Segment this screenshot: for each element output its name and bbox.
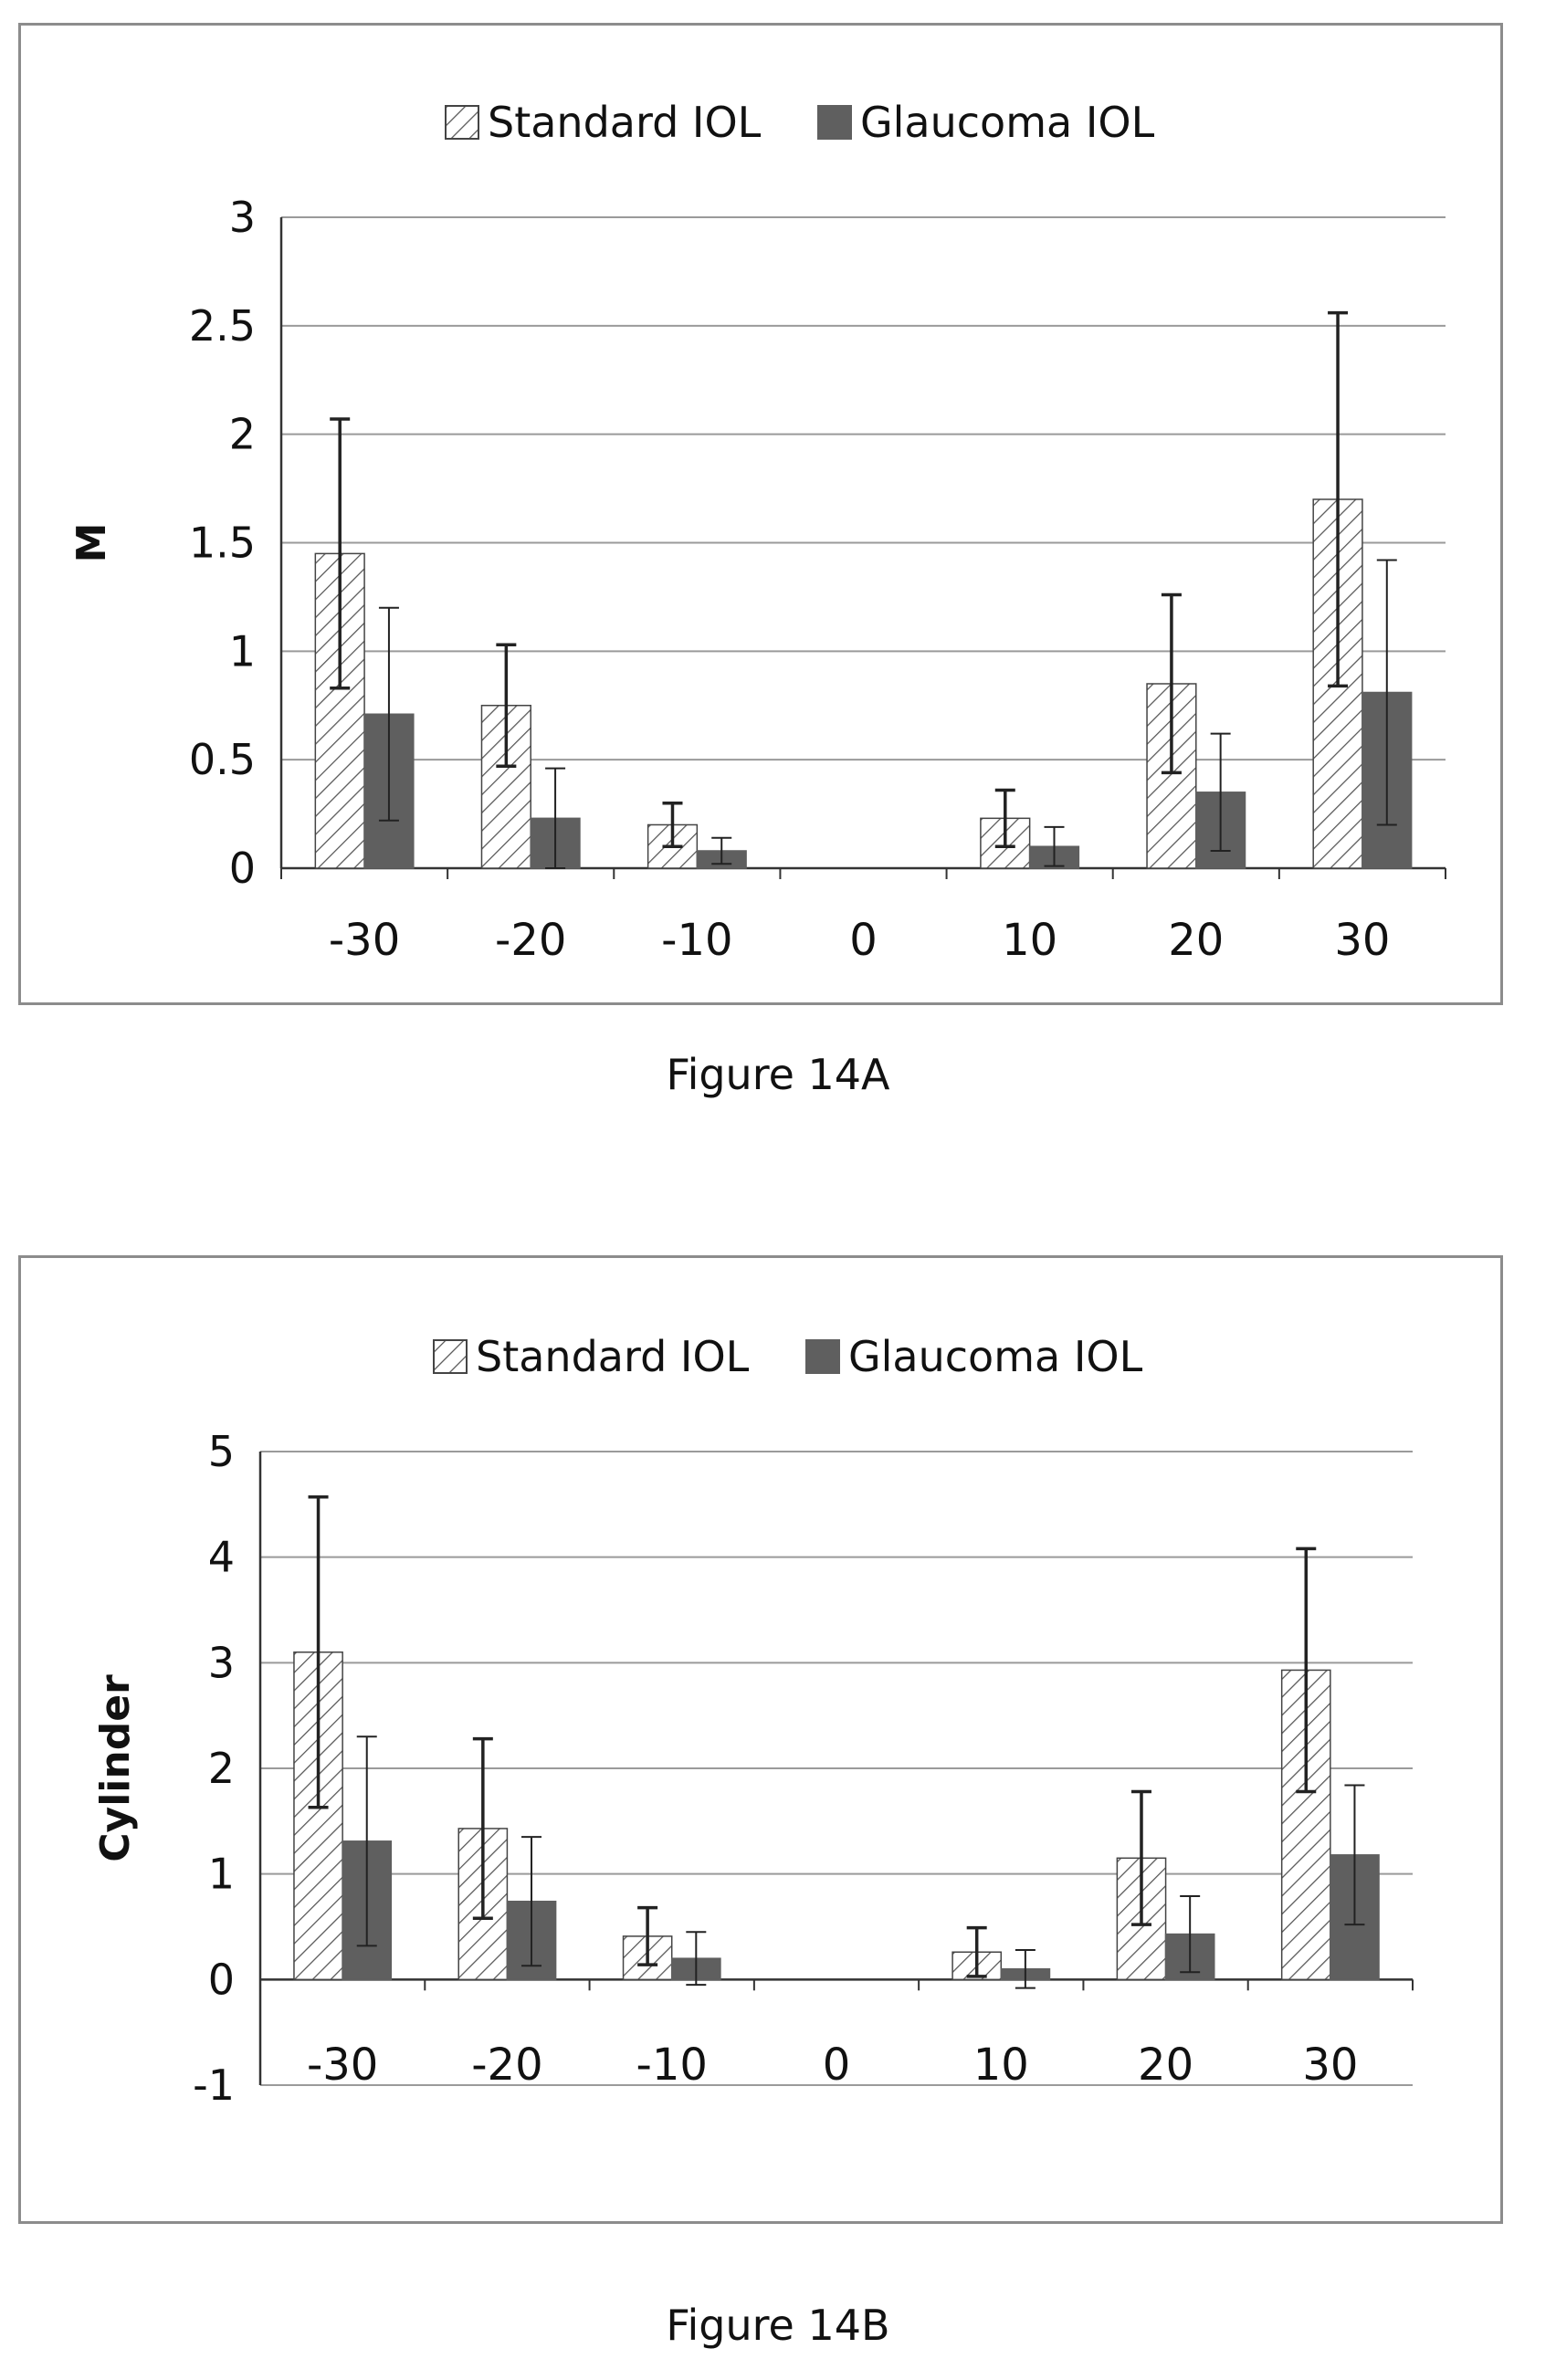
legend-swatch-glaucoma-iol (817, 105, 852, 140)
y-axis-label: M (68, 523, 115, 563)
y-tick-label: 1 (229, 626, 256, 676)
x-tick-label: -20 (471, 2039, 542, 2091)
y-tick-label: 1.5 (189, 519, 256, 568)
legend-label-glaucoma-iol: Glaucoma IOL (860, 98, 1155, 147)
x-tick-label: 0 (823, 2039, 851, 2091)
legend-label-glaucoma-iol: Glaucoma IOL (848, 1332, 1143, 1381)
x-tick-label: 0 (849, 915, 878, 966)
y-tick-label: 1 (208, 1850, 235, 1899)
x-tick-label: 20 (1138, 2039, 1193, 2091)
y-axis-label: Cylinder (92, 1674, 139, 1862)
y-tick-label: 3 (229, 193, 256, 242)
y-tick-label: 2.5 (189, 301, 256, 351)
y-tick-label: 0.5 (189, 735, 256, 784)
x-tick-label: 10 (1002, 915, 1057, 966)
legend: Standard IOL Glaucoma IOL (433, 1332, 1143, 1381)
x-tick-label: -30 (307, 2039, 378, 2091)
x-tick-label: -10 (661, 915, 732, 966)
y-tick-label: 3 (208, 1638, 235, 1687)
chart-panel-14a: 0 0.5 1 1.5 2 2.5 3 -30 -20 -10 0 10 20 30 M Standard I… (18, 23, 1503, 1005)
y-tick-label: -1 (193, 2060, 235, 2110)
x-tick-label: -30 (329, 915, 400, 966)
y-tick-label: 0 (208, 1955, 235, 2004)
legend-label-standard-iol: Standard IOL (476, 1332, 750, 1381)
legend: Standard IOL Glaucoma IOL (445, 98, 1155, 147)
y-tick-label: 0 (229, 844, 256, 893)
legend-swatch-standard-iol (433, 1339, 468, 1374)
legend-label-standard-iol: Standard IOL (488, 98, 762, 147)
y-tick-label: 2 (208, 1744, 235, 1793)
y-tick-label: 5 (208, 1427, 235, 1476)
legend-swatch-glaucoma-iol (805, 1339, 840, 1374)
x-tick-label: 30 (1334, 915, 1390, 966)
x-tick-label: -10 (636, 2039, 708, 2091)
x-tick-label: -20 (495, 915, 566, 966)
x-tick-label: 30 (1302, 2039, 1358, 2091)
y-tick-label: 4 (208, 1533, 235, 1582)
figure-caption-14b: Figure 14B (666, 2301, 890, 2350)
x-tick-label: 20 (1168, 915, 1224, 966)
x-tick-label: 10 (973, 2039, 1029, 2091)
chart-14a: 0 0.5 1 1.5 2 2.5 3 -30 -20 -10 0 10 20 30 M Standard I… (68, 98, 1446, 966)
y-tick-label: 2 (229, 410, 256, 459)
legend-swatch-standard-iol (445, 105, 479, 140)
chart-panel-14b: -1 0 1 2 3 4 5 -30 -20 -10 0 10 20 30 Cylinder Standard… (18, 1255, 1503, 2224)
figure-caption-14a: Figure 14A (666, 1050, 890, 1099)
